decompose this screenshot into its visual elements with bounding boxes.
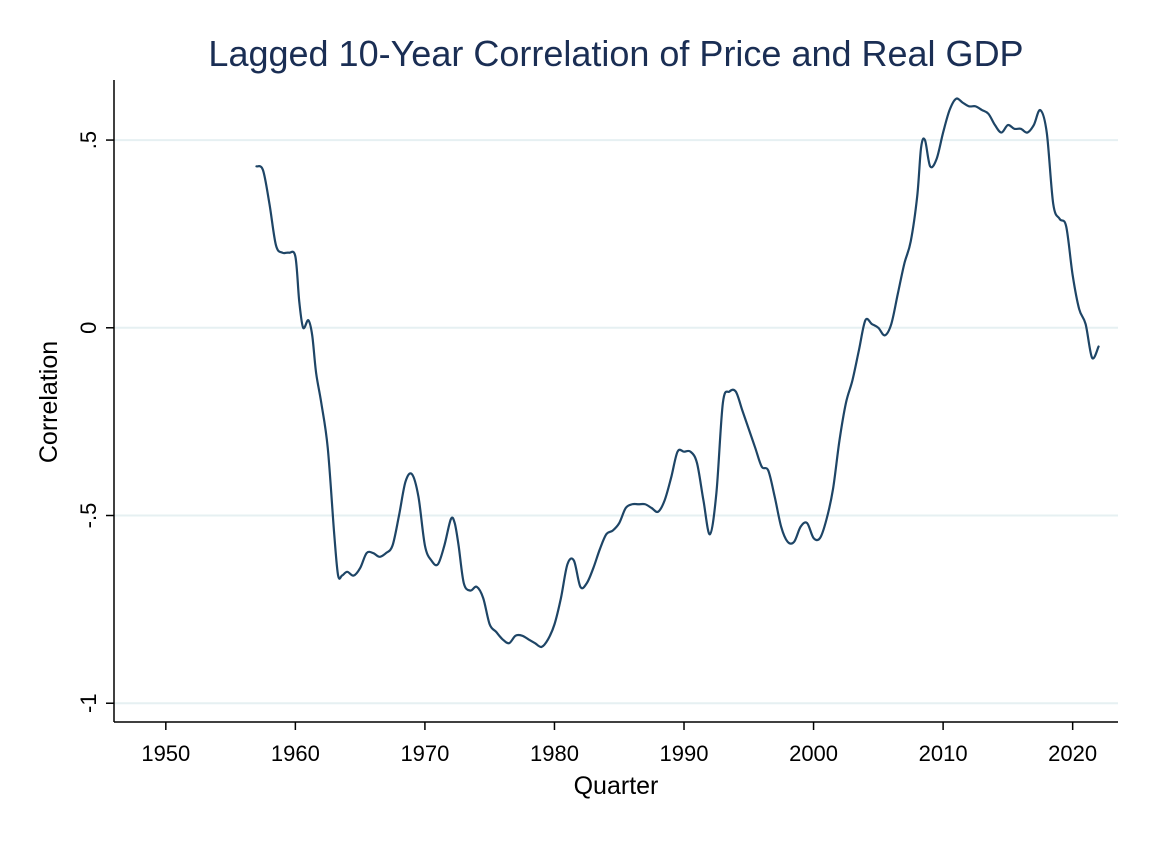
y-axis-title: Correlation	[35, 341, 63, 463]
y-tick-label-1: -.5	[76, 503, 101, 529]
x-tick-label-7: 2020	[1048, 741, 1097, 766]
y-tick-label-3: .5	[76, 131, 101, 149]
y-tick-label-0: -1	[76, 693, 101, 713]
grid-lines	[114, 139, 1118, 705]
x-tick-label-4: 1990	[660, 741, 709, 766]
x-tick-label-2: 1970	[400, 741, 449, 766]
series-layer	[255, 97, 1100, 649]
x-axis-ticks: 1950 1960 1970 1980 1990 2000 2010 2020	[141, 722, 1097, 766]
x-tick-label-3: 1980	[530, 741, 579, 766]
x-tick-label-5: 2000	[789, 741, 838, 766]
chart-title: Lagged 10-Year Correlation of Price and …	[208, 33, 1023, 74]
y-axis-ticks: -1 -.5 0 .5	[76, 131, 114, 713]
x-axis-title: Quarter	[574, 772, 659, 800]
x-tick-label-1: 1960	[271, 741, 320, 766]
x-tick-label-0: 1950	[141, 741, 190, 766]
x-tick-label-6: 2010	[919, 741, 968, 766]
series-line-0	[255, 97, 1100, 649]
y-tick-label-2: 0	[76, 322, 101, 334]
